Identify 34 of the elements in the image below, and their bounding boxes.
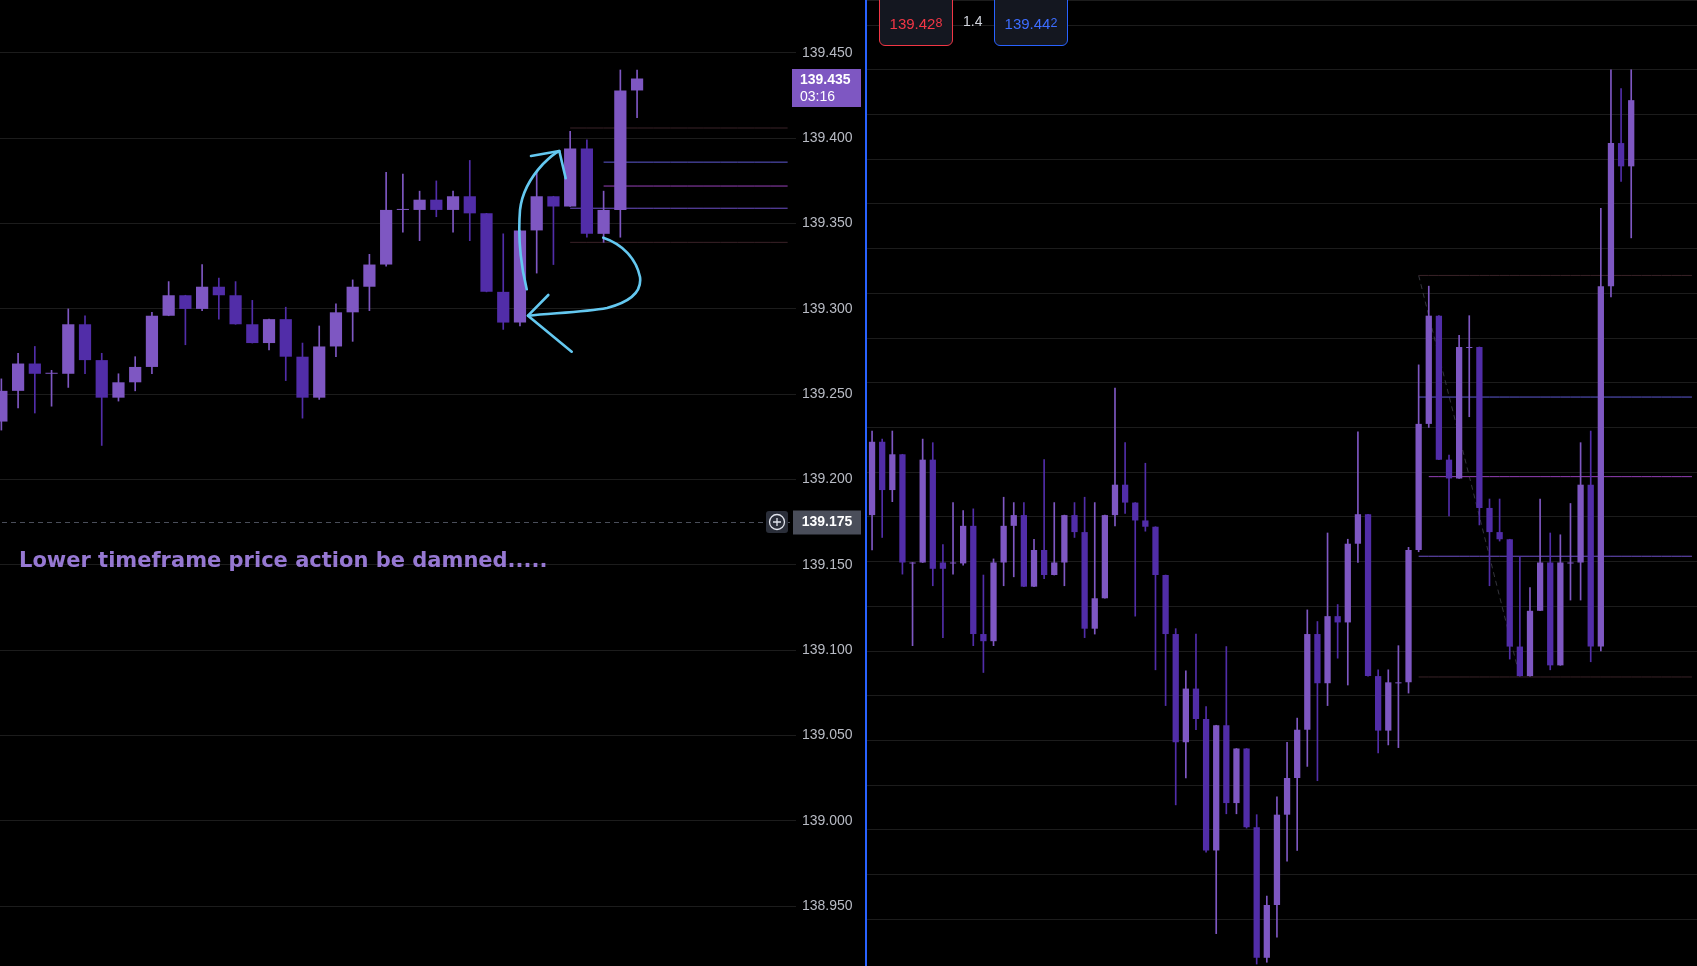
candlestick (1516, 555, 1523, 677)
y-tick-label: 139.000 (802, 811, 853, 828)
y-tick-label: 139.450 (802, 43, 853, 60)
annotation: Lower timeframe price action be damned..... (19, 548, 548, 572)
candlestick (1041, 459, 1048, 579)
text: 139.435 03:16 (792, 69, 861, 107)
candlestick (949, 502, 957, 575)
candlestick (396, 173, 409, 233)
candlestick (1617, 88, 1625, 182)
y-tick-label: 138.950 (802, 897, 853, 914)
candlestick (1091, 502, 1098, 635)
y-tick-label: 139.150 (802, 555, 853, 572)
y-tick-label: 139.100 (802, 641, 853, 658)
candlestick (630, 69, 644, 119)
candlestick (463, 160, 476, 241)
y-tick-label: 139.200 (802, 470, 853, 487)
text: 1.4 (963, 13, 983, 29)
y-tick-label: 139.400 (802, 129, 853, 146)
y-tick-label: 139.350 (802, 214, 853, 231)
candlestick (1111, 387, 1119, 527)
ref-line-label: 139.175 (801, 513, 853, 530)
candlestick (1132, 502, 1139, 617)
candlestick (1010, 502, 1017, 578)
candlestick (1121, 442, 1129, 514)
candlestick (1051, 502, 1058, 576)
candlestick (212, 277, 225, 320)
candlestick (1354, 431, 1362, 563)
candlestick (28, 346, 41, 414)
y-tick-label: 139.250 (802, 385, 853, 402)
candlestick (1334, 604, 1341, 659)
y-tick-label: 139.300 (802, 299, 853, 316)
candlestick (1466, 315, 1473, 418)
y-tick-label: 139.050 (802, 726, 853, 743)
candlestick (939, 544, 947, 638)
